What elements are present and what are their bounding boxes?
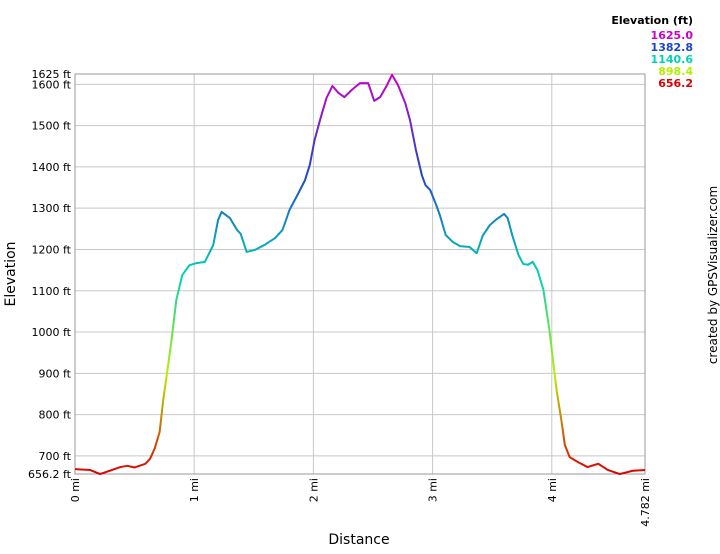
y-tick-label: 1300 ft bbox=[32, 202, 72, 215]
y-tick-label: 1100 ft bbox=[32, 285, 72, 298]
legend-value: 1382.8 bbox=[651, 41, 693, 54]
y-tick-label: 1400 ft bbox=[32, 161, 72, 174]
y-tick-label: 656.2 ft bbox=[28, 468, 72, 481]
y-tick-label: 1200 ft bbox=[32, 243, 72, 256]
legend-value: 1625.0 bbox=[651, 29, 694, 42]
x-tick-label: 4.782 mi bbox=[639, 478, 652, 527]
x-axis-title: Distance bbox=[328, 532, 389, 548]
legend-value: 656.2 bbox=[658, 77, 693, 90]
legend-value: 898.4 bbox=[658, 65, 693, 78]
y-tick-label: 800 ft bbox=[39, 409, 72, 422]
legend-title: Elevation (ft) bbox=[611, 14, 693, 27]
x-tick-label: 1 mi bbox=[188, 478, 201, 502]
credit: created by GPSVisualizer.com bbox=[706, 186, 720, 364]
y-tick-label: 1625 ft bbox=[32, 68, 72, 81]
elevation-line bbox=[74, 73, 646, 476]
legend-value: 1140.6 bbox=[651, 53, 694, 66]
x-tick-label: 2 mi bbox=[307, 478, 320, 502]
y-tick-label: 1000 ft bbox=[32, 326, 72, 339]
x-tick-label: 4 mi bbox=[546, 478, 559, 502]
y-tick-label: 900 ft bbox=[39, 367, 72, 380]
y-axis-title: Elevation bbox=[3, 241, 19, 306]
x-tick-label: 3 mi bbox=[427, 478, 440, 502]
x-tick-label: 0 mi bbox=[69, 478, 82, 502]
y-tick-label: 1500 ft bbox=[32, 120, 72, 133]
plot-border bbox=[74, 73, 646, 475]
y-tick-label: 1600 ft bbox=[32, 78, 72, 91]
y-tick-label: 700 ft bbox=[39, 450, 72, 463]
